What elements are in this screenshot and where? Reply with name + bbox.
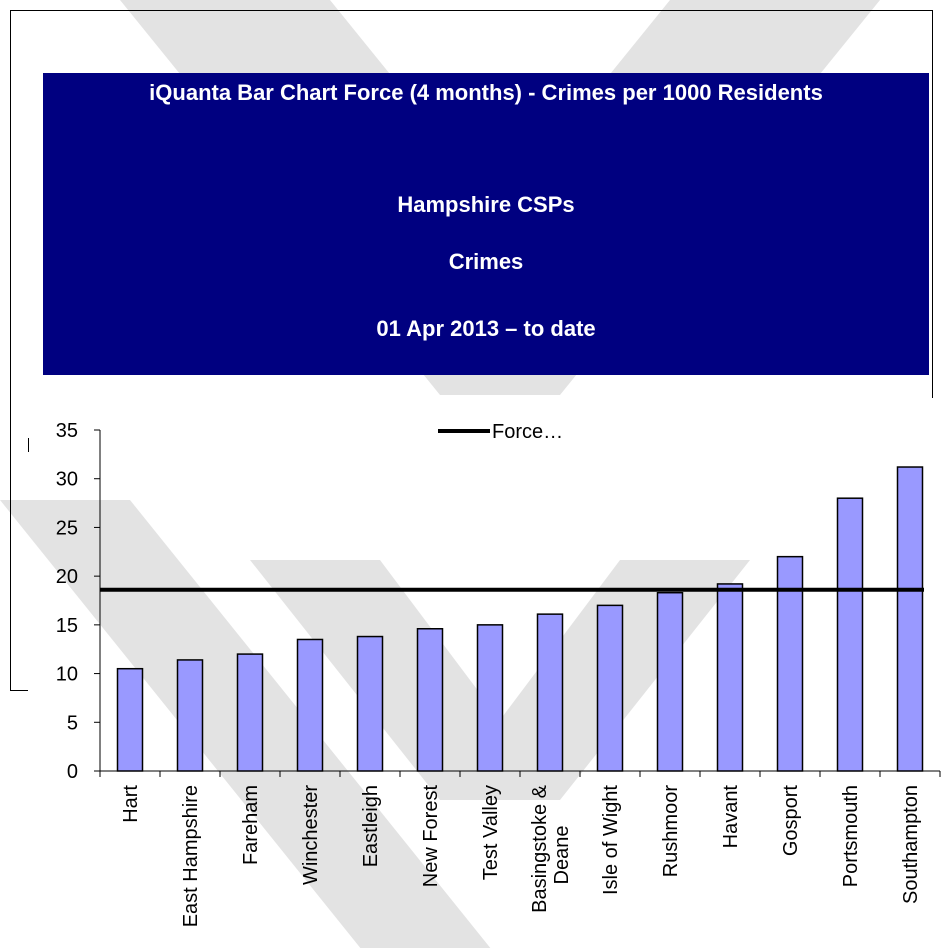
y-tick-label: 15 — [56, 615, 78, 637]
period-label: 01 Apr 2013 – to date — [376, 316, 596, 341]
frame-top-line — [10, 10, 933, 11]
x-tick-label: Fareham — [240, 785, 262, 865]
title-panel: iQuanta Bar Chart Force (4 months) - Cri… — [43, 73, 929, 375]
frame-bottom-tick — [10, 690, 28, 691]
bar — [356, 635, 384, 772]
frame-left-line — [10, 10, 11, 690]
bar — [416, 628, 444, 772]
bar — [476, 624, 504, 772]
x-tick-label: Southampton — [900, 785, 922, 904]
x-tick-label: Rushmoor — [660, 785, 682, 878]
legend-label: Force… — [492, 421, 563, 443]
x-axis: Hart East Hampshire Fareham Winchester Eastl… — [99, 770, 941, 927]
x-tick-label: Gosport — [780, 785, 802, 857]
x-tick-label: Eastleigh — [360, 785, 382, 867]
x-tick-label: Isle of Wight — [600, 785, 622, 895]
bar — [596, 604, 624, 772]
bar — [536, 613, 564, 772]
y-tick-label: 30 — [56, 469, 78, 491]
chart-title: iQuanta Bar Chart Force (4 months) - Cri… — [149, 80, 823, 105]
bars — [116, 466, 924, 772]
y-tick-label: 0 — [67, 761, 78, 783]
bar — [716, 583, 744, 772]
x-tick-label: East Hampshire — [180, 785, 202, 927]
x-tick-label: New Forest — [420, 785, 442, 888]
y-tick-label: 35 — [56, 420, 78, 442]
x-tick-label: Winchester — [300, 785, 322, 885]
bar — [836, 497, 864, 772]
frame-left-tick — [28, 438, 29, 452]
y-tick-label: 20 — [56, 566, 78, 588]
measure-label: Crimes — [448, 249, 524, 274]
bar — [296, 638, 324, 772]
bar — [656, 591, 684, 772]
x-tick-label: Portsmouth — [840, 785, 862, 887]
x-tick-label: Hart — [120, 785, 142, 823]
bar-chart: 0 5 10 15 20 25 30 35 Hart East Hampshire Fareham… — [56, 420, 941, 927]
bar — [236, 653, 264, 772]
y-tick-label: 5 — [67, 712, 78, 734]
x-tick-label: Test Valley — [480, 785, 502, 880]
y-tick-label: 25 — [56, 517, 78, 539]
x-tick-label: Havant — [720, 785, 742, 849]
bar — [116, 667, 144, 772]
area-label: Hampshire CSPs — [397, 192, 575, 217]
y-axis: 0 5 10 15 20 25 30 35 — [56, 420, 101, 783]
frame-right-line — [932, 10, 933, 398]
bar — [176, 659, 204, 772]
bar — [896, 466, 924, 772]
y-tick-label: 10 — [56, 664, 78, 686]
x-tick-label: Basingstoke &Deane — [529, 784, 573, 913]
legend: Force… — [438, 421, 563, 443]
